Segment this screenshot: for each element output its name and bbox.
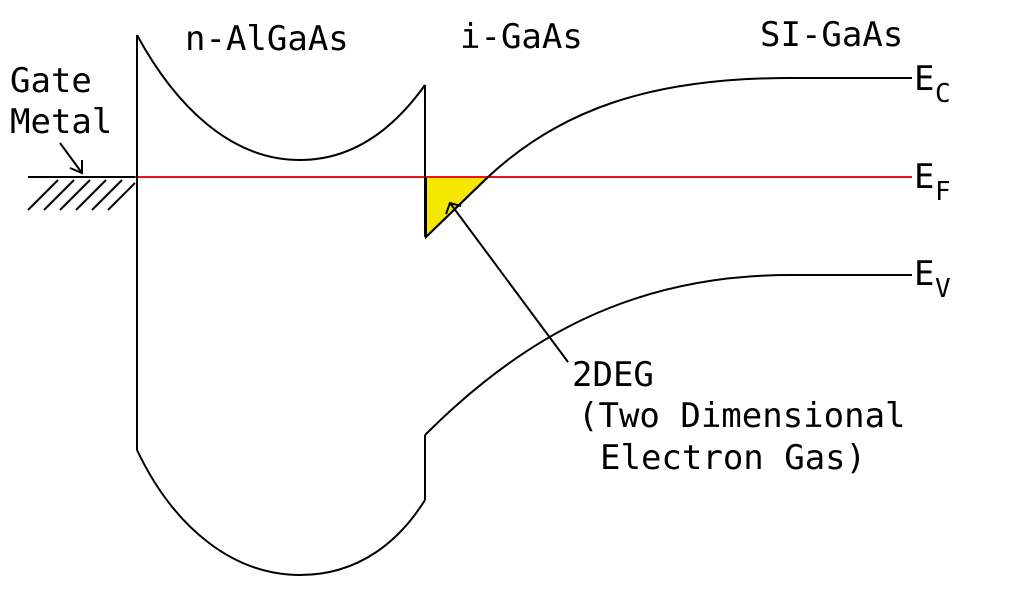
gate-label-line1: Gate: [10, 61, 92, 101]
ev-label: E V: [914, 254, 951, 304]
ef-label: E F: [914, 157, 951, 207]
ec-label-sub: C: [935, 79, 951, 109]
twodeg-label-line3: Electron Gas): [600, 438, 866, 478]
region-label-i-gaas: i-GaAs: [460, 17, 583, 57]
ev-label-sub: V: [935, 274, 951, 304]
ev-label-main: E: [914, 254, 934, 294]
region-label-si-gaas: SI-GaAs: [760, 15, 903, 55]
valence-band: [136, 177, 912, 577]
twodeg-label-line2: (Two Dimensional: [578, 396, 906, 436]
gate-metal-hatch: [27, 176, 136, 211]
twodeg-label-line1: 2DEG: [572, 355, 654, 395]
gate-label-line2: Metal: [10, 102, 112, 142]
ec-label-main: E: [914, 59, 934, 99]
twodeg-pointer-arrow: [445, 201, 569, 363]
gate-arrow: [59, 142, 83, 175]
ef-label-sub: F: [935, 177, 951, 207]
ef-label-main: E: [914, 157, 934, 197]
region-label-n-algaas: n-AlGaAs: [185, 19, 349, 59]
conduction-band: [136, 34, 912, 238]
ec-label: E C: [914, 59, 951, 109]
